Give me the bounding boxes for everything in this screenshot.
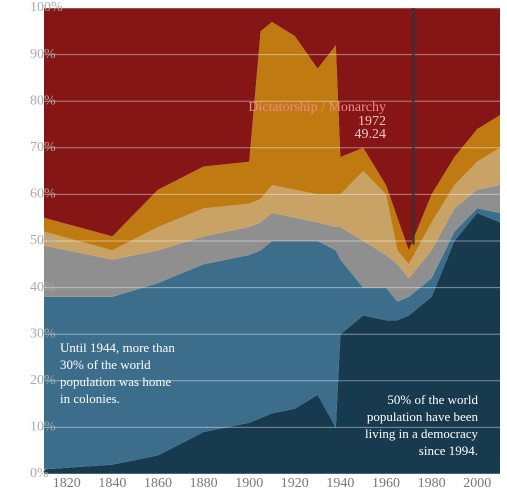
area bbox=[44, 208, 500, 470]
annotation: in colonies. bbox=[60, 391, 120, 406]
x-tick-label: 1840 bbox=[98, 476, 126, 491]
tooltip-value: 49.24 bbox=[355, 127, 387, 142]
annotation: population was home bbox=[60, 374, 171, 389]
x-tick-label: 1880 bbox=[190, 476, 218, 491]
y-tick-label: 20% bbox=[30, 373, 56, 388]
annotation: 50% of the world bbox=[387, 392, 478, 407]
y-tick-label: 50% bbox=[30, 233, 56, 248]
y-tick-label: 40% bbox=[30, 280, 56, 295]
area bbox=[44, 21, 500, 265]
y-tick-label: 30% bbox=[30, 326, 56, 341]
x-tick-label: 1980 bbox=[418, 476, 446, 491]
y-tick-label: 60% bbox=[30, 187, 56, 202]
x-tick-label: 1820 bbox=[53, 476, 81, 491]
area bbox=[44, 8, 500, 251]
x-tick-label: 1900 bbox=[235, 476, 263, 491]
area bbox=[44, 147, 500, 279]
area bbox=[44, 185, 500, 302]
y-tick-label: 90% bbox=[30, 47, 56, 62]
area bbox=[44, 213, 500, 475]
y-tick-label: 10% bbox=[30, 420, 56, 435]
x-tick-label: 2000 bbox=[463, 476, 491, 491]
annotation: 30% of the world bbox=[60, 357, 151, 372]
y-tick-label: 100% bbox=[30, 0, 63, 15]
annotation: population have been bbox=[367, 409, 479, 424]
annotation: living in a democracy bbox=[365, 426, 478, 441]
x-tick-label: 1940 bbox=[326, 476, 354, 491]
y-tick-label: 0% bbox=[30, 466, 49, 481]
annotation: Until 1944, more than bbox=[60, 340, 175, 355]
x-tick-label: 1920 bbox=[281, 476, 309, 491]
annotation: since 1994. bbox=[419, 443, 478, 458]
x-tick-label: 1960 bbox=[372, 476, 400, 491]
tooltip-label: Dictatorship / Monarchy bbox=[248, 100, 386, 115]
tooltip-year: 1972 bbox=[358, 114, 386, 129]
y-tick-label: 80% bbox=[30, 93, 56, 108]
x-tick-label: 1860 bbox=[144, 476, 172, 491]
y-tick-label: 70% bbox=[30, 140, 56, 155]
